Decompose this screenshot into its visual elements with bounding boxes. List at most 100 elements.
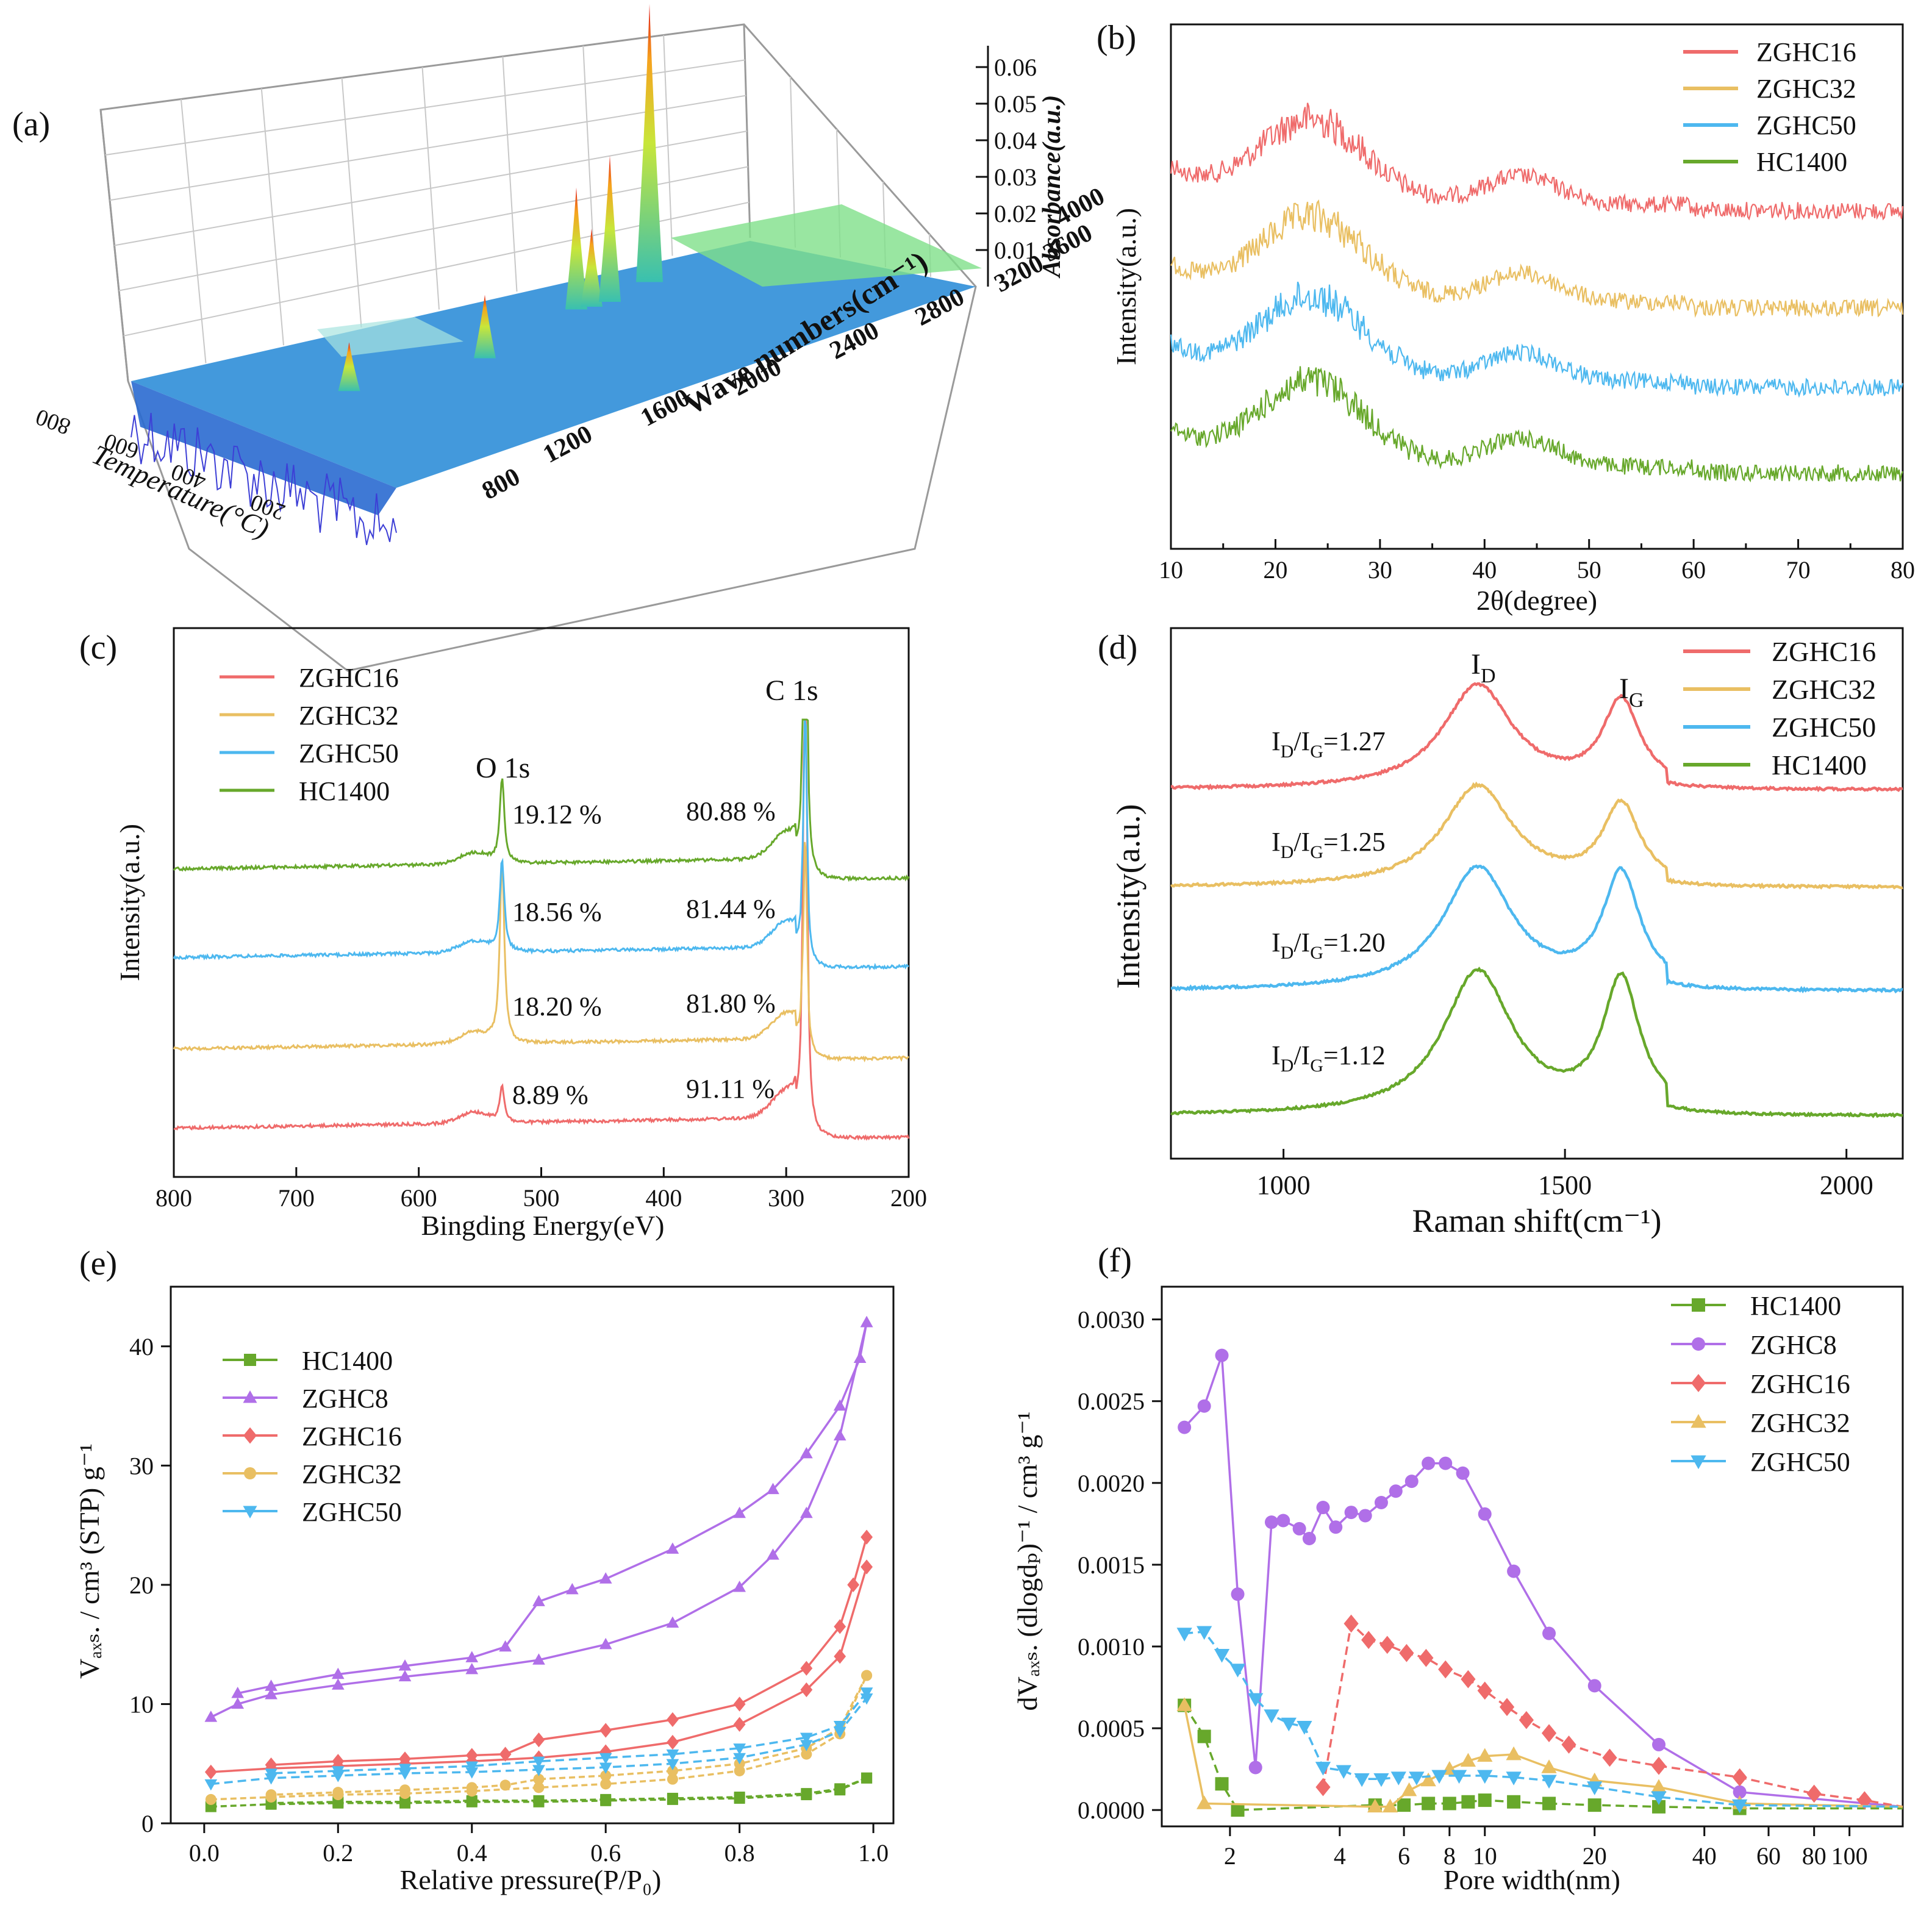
isotherm-point — [265, 1789, 277, 1801]
psd-point — [1389, 1484, 1403, 1498]
plot-frame-f — [1161, 1285, 1904, 1828]
psd-point — [1478, 1793, 1492, 1807]
ratio-sub-d: D — [1281, 1056, 1294, 1076]
isotherm-point — [533, 1795, 545, 1806]
isotherm-point — [399, 1796, 411, 1807]
y-tick-label: 0.0015 — [1078, 1551, 1145, 1579]
isotherm-point — [734, 1791, 745, 1803]
surface-ridge — [317, 317, 463, 357]
isotherm-desorption-zghc8 — [237, 1322, 868, 1695]
x-tick-label: 800 — [156, 1184, 192, 1212]
isotherm-desorption-zghc16 — [271, 1537, 868, 1766]
legend-label: HC1400 — [1750, 1291, 1841, 1321]
x-tick-label: 0.8 — [724, 1839, 755, 1867]
legend-label: ZGHC16 — [299, 663, 399, 693]
psd-point — [1176, 1697, 1192, 1711]
isotherm-point — [834, 1783, 846, 1795]
psd-point — [1442, 1797, 1456, 1811]
isotherm-point — [600, 1770, 612, 1781]
id-peak-label: ID — [1471, 648, 1496, 687]
d-x-ticks: 1000 1500 2000 — [1257, 1149, 1873, 1200]
isotherm-point — [599, 1723, 612, 1738]
isotherm-point — [860, 1559, 873, 1575]
psd-point — [1215, 1348, 1229, 1362]
ratio-label: ID/IG=1.20 — [1272, 928, 1386, 963]
isotherm-point — [599, 1637, 612, 1650]
psd-point — [1541, 1724, 1557, 1742]
legend-label: ZGHC16 — [1756, 37, 1856, 67]
x-tick-label: 200 — [890, 1184, 927, 1212]
e-series — [204, 1315, 873, 1812]
isotherm-point — [465, 1761, 479, 1773]
isotherm-point — [801, 1788, 812, 1800]
x-tick-label: 40 — [1472, 556, 1497, 584]
psd-point — [1354, 1773, 1370, 1787]
isotherm-point — [600, 1793, 612, 1805]
x-tick-label: 500 — [523, 1184, 560, 1212]
isotherm-desorption-zghc50 — [271, 1691, 868, 1775]
isotherm-point — [860, 1315, 873, 1328]
isotherm-point — [733, 1743, 746, 1755]
psd-point — [1281, 1717, 1297, 1732]
f-series — [1176, 1348, 1903, 1817]
isotherm-point — [331, 1678, 345, 1690]
isotherm-point — [666, 1616, 679, 1628]
x-tick-label: 4 — [1334, 1842, 1346, 1870]
isotherm-point — [860, 1687, 873, 1699]
x-tick-label: 800 — [478, 463, 524, 506]
isotherm-point — [666, 1542, 679, 1554]
ig-subscript: G — [1629, 689, 1644, 712]
ratio-sub-d: D — [1281, 943, 1294, 963]
legend-label: ZGHC32 — [302, 1459, 402, 1489]
isotherm-point — [533, 1782, 545, 1793]
psd-point — [1806, 1784, 1822, 1803]
psd-point — [1461, 1795, 1475, 1809]
b-y-axis-label: Intensity(a.u.) — [1111, 208, 1142, 365]
isotherm-point — [667, 1734, 679, 1750]
isotherm-point — [332, 1787, 344, 1798]
legend-label: ZGHC16 — [1772, 636, 1876, 667]
psd-point — [1478, 1507, 1492, 1521]
isotherm-point — [847, 1577, 860, 1593]
psd-point — [1292, 1521, 1306, 1536]
psd-point — [1316, 1501, 1330, 1515]
x-tick-label: 600 — [401, 1184, 437, 1212]
psd-point — [1477, 1748, 1493, 1762]
psd-point — [1506, 1771, 1522, 1786]
ratio-value: 1.12 — [1339, 1040, 1386, 1070]
isotherm-point — [532, 1732, 545, 1748]
ratio-sep: /I — [1293, 1040, 1310, 1070]
x-tick-label: 2 — [1224, 1842, 1236, 1870]
isotherm-point — [767, 1482, 779, 1495]
isotherm-point — [833, 1429, 846, 1441]
x-tick-label: 0.4 — [457, 1839, 487, 1867]
y-tick-label: 0.0030 — [1078, 1306, 1145, 1334]
y-tick-label: 40 — [129, 1333, 154, 1360]
b-legend: ZGHC16 ZGHC32 ZGHC50 HC1400 — [1683, 37, 1856, 177]
isotherm-point — [800, 1506, 813, 1518]
psd-point — [1439, 1456, 1453, 1470]
psd-point — [1264, 1709, 1279, 1723]
isotherm-point — [465, 1748, 478, 1763]
d-y-axis-label: Intensity(a.u.) — [1110, 804, 1147, 989]
grid-line — [105, 59, 745, 156]
psd-point — [1651, 1756, 1667, 1775]
isotherm-point — [800, 1661, 813, 1676]
psd-point — [1399, 1643, 1414, 1662]
ratio-eq: = — [1323, 928, 1339, 957]
legend-marker — [244, 1467, 256, 1479]
grid-line — [109, 95, 746, 201]
isotherm-point — [533, 1773, 545, 1785]
legend-marker — [244, 1354, 256, 1366]
xrd-curve-zghc32 — [1170, 199, 1904, 318]
y-tick-label: 0 — [141, 1810, 154, 1837]
isotherm-point — [733, 1717, 746, 1732]
ratio-sub-d: D — [1281, 742, 1294, 762]
psd-point — [1373, 1773, 1389, 1787]
ratio-sub-g: G — [1310, 1056, 1323, 1076]
isotherm-point — [833, 1726, 846, 1739]
psd-point — [1379, 1636, 1395, 1654]
isotherm-point — [667, 1773, 678, 1785]
b-x-ticks: 10 20 30 40 50 60 70 80 — [1159, 539, 1915, 584]
c-series — [173, 718, 910, 1141]
